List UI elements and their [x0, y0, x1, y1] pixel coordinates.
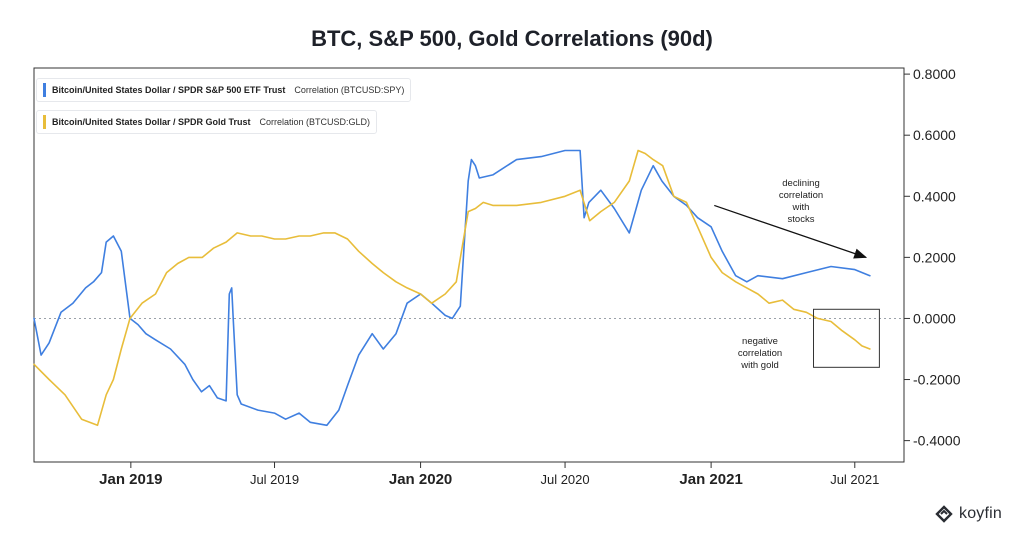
chart-title: BTC, S&P 500, Gold Correlations (90d)	[311, 26, 713, 51]
annotation-line: with	[792, 202, 810, 213]
series-line-spy	[33, 149, 871, 427]
y-tick-label: -0.4000	[913, 433, 961, 449]
koyfin-logo: koyfin	[934, 504, 1002, 524]
annotation-arrow	[714, 204, 868, 259]
legend-swatch-gld	[43, 115, 46, 129]
y-tick-label: -0.2000	[913, 372, 961, 388]
y-tick-label: 0.8000	[913, 66, 956, 82]
annotation-highlight-box	[813, 308, 880, 368]
annotation-line: declining	[782, 178, 820, 189]
legend-name-spy: Bitcoin/United States Dollar / SPDR S&P …	[52, 85, 286, 95]
x-tick-label: Jul 2020	[540, 472, 589, 487]
koyfin-logo-icon	[935, 505, 953, 523]
legend-name-gld: Bitcoin/United States Dollar / SPDR Gold…	[52, 117, 251, 127]
x-tick-label: Jul 2019	[250, 472, 299, 487]
x-tick-label: Jul 2021	[830, 472, 879, 487]
plot-frame	[33, 67, 905, 463]
legend-swatch-spy	[43, 83, 46, 97]
legend-item-gld[interactable]: Bitcoin/United States Dollar / SPDR Gold…	[36, 110, 378, 134]
annotation-declining-stocks: declining correlation with stocks	[764, 178, 838, 226]
x-tick-label: Jan 2019	[99, 471, 162, 488]
series-line-gld	[33, 149, 871, 427]
annotation-line: correlation	[737, 348, 783, 359]
legend-value-spy: Correlation (BTCUSD:SPY)	[294, 85, 405, 95]
legend-value-gld: Correlation (BTCUSD:GLD)	[259, 117, 371, 127]
annotation-line: stocks	[787, 214, 815, 225]
brand-name: koyfin	[959, 505, 1002, 522]
y-tick-label: 0.0000	[913, 310, 956, 326]
annotation-line: negative	[742, 336, 778, 347]
annotation-line: correlation	[778, 190, 824, 201]
y-tick-label: 0.6000	[913, 127, 956, 143]
x-tick-label: Jan 2021	[679, 471, 742, 488]
y-tick-label: 0.2000	[913, 249, 956, 265]
x-tick-label: Jan 2020	[389, 471, 452, 488]
legend-item-spy[interactable]: Bitcoin/United States Dollar / SPDR S&P …	[36, 78, 412, 102]
annotation-line: with gold	[741, 360, 779, 371]
y-tick-label: 0.4000	[913, 188, 956, 204]
annotation-negative-gold: negative correlation with gold	[720, 336, 800, 372]
